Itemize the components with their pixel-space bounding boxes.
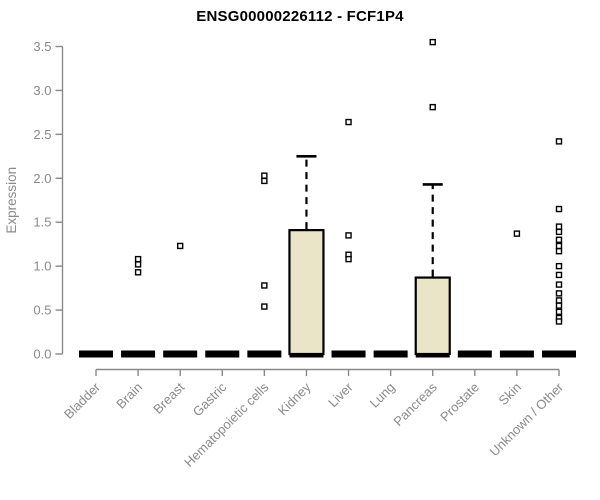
outlier-point	[555, 138, 563, 145]
outlier-point	[555, 236, 563, 243]
outlier-point	[429, 103, 436, 111]
median-zero-bar	[331, 350, 366, 358]
outlier-point	[261, 282, 268, 289]
outlier-point	[555, 297, 563, 304]
y-tick-label: 3.0	[33, 83, 51, 98]
outlier-point	[555, 228, 563, 236]
outlier-point	[345, 255, 352, 263]
outlier-point	[345, 232, 352, 239]
x-tick-label: Prostate	[437, 380, 482, 425]
outlier-point	[134, 261, 142, 268]
outlier-point	[513, 230, 521, 237]
x-tick-label: Kidney	[275, 379, 314, 418]
x-tick-label: Unknown / Other	[487, 379, 567, 459]
x-tick-label: Skin	[496, 380, 524, 408]
median-zero-bar	[373, 350, 408, 358]
outlier-point	[555, 205, 563, 213]
outlier-point	[555, 318, 563, 325]
outlier-point	[555, 248, 563, 255]
median-zero-bar	[457, 350, 492, 358]
outlier-point	[555, 308, 563, 316]
outlier-point	[555, 302, 563, 309]
median-zero-bar	[542, 350, 576, 358]
x-tick-label: Pancreas	[390, 379, 440, 429]
median-zero-bar	[79, 350, 113, 358]
outlier-point	[555, 262, 563, 270]
outlier-point	[555, 290, 563, 297]
outlier-point	[555, 271, 563, 279]
outlier-point	[555, 281, 563, 288]
outlier-point	[261, 177, 268, 185]
outlier-point	[555, 223, 563, 230]
median-zero-bar	[499, 350, 534, 358]
x-tick-label: Brain	[113, 380, 145, 412]
x-tick-label: Breast	[150, 379, 187, 416]
y-axis-title: Expression	[4, 167, 19, 234]
outlier-point	[555, 242, 563, 250]
outlier-point	[176, 242, 184, 250]
x-tick-label: Bladder	[61, 379, 104, 422]
outlier-point	[429, 38, 436, 46]
median-zero-bar	[163, 350, 198, 358]
median-zero-bar	[121, 350, 156, 358]
y-tick-label: 0.5	[33, 303, 51, 318]
y-tick-label: 3.5	[33, 39, 51, 54]
outlier-point	[261, 303, 268, 310]
y-tick-label: 2.0	[33, 171, 51, 186]
x-tick-label: Gastric	[190, 379, 230, 419]
y-tick-label: 0.0	[33, 347, 51, 362]
iqr-box	[414, 276, 451, 356]
x-tick-label: Liver	[325, 379, 356, 410]
y-tick-label: 1.5	[33, 215, 51, 230]
outlier-point	[261, 172, 268, 179]
x-tick-label: Lung	[367, 380, 398, 411]
outlier-point	[345, 118, 352, 126]
outlier-point	[134, 255, 142, 263]
iqr-box	[288, 229, 325, 356]
chart-title: ENSG00000226112 - FCF1P4	[196, 8, 404, 25]
median-zero-bar	[247, 350, 282, 358]
y-tick-label: 2.5	[33, 127, 51, 142]
outlier-point	[134, 269, 142, 276]
y-tick-label: 1.0	[33, 259, 51, 274]
median-zero-bar	[205, 350, 240, 358]
